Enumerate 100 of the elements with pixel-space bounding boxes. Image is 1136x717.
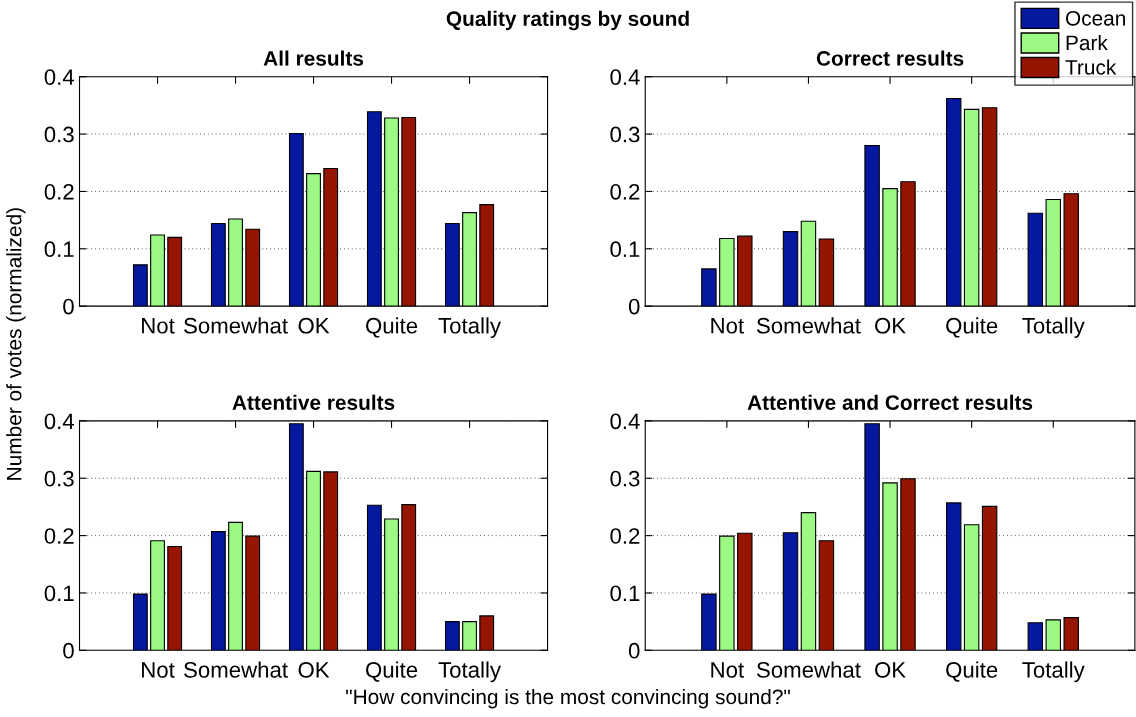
bar xyxy=(245,228,261,307)
bar xyxy=(882,188,898,307)
y-tick-label: 0.2 xyxy=(44,528,74,544)
x-tick-label: Not xyxy=(711,318,744,334)
x-axis-title: "How convincing is the most convincing sound?" xyxy=(346,688,790,709)
bar xyxy=(245,535,261,651)
y-tick-label: 0 xyxy=(63,298,74,315)
y-tick-label: 0 xyxy=(628,298,640,315)
bar xyxy=(864,144,880,307)
bar xyxy=(981,505,998,651)
bar xyxy=(782,532,799,651)
bar xyxy=(701,593,717,651)
y-tick-label: 0.1 xyxy=(610,241,640,258)
x-tick-label: Somewhat xyxy=(184,317,288,334)
bar xyxy=(963,108,980,307)
x-tick-label: Quite xyxy=(946,317,998,338)
bar xyxy=(479,615,495,651)
chart-title: Correct results xyxy=(816,50,964,66)
bar xyxy=(800,512,817,651)
bar xyxy=(228,218,243,307)
bar xyxy=(228,521,243,651)
y-axis-title: Number of votes (normalized) xyxy=(6,208,26,480)
x-tick-label: Somewhat xyxy=(756,661,861,678)
y-tick-label: 0.2 xyxy=(610,528,640,544)
y-tick-label: 0.4 xyxy=(610,69,640,85)
bar xyxy=(1063,193,1079,307)
bar xyxy=(444,621,460,651)
bar xyxy=(366,111,382,307)
bar xyxy=(401,504,417,651)
bar xyxy=(384,117,399,307)
bar xyxy=(1045,198,1061,307)
bar xyxy=(818,540,835,651)
bar xyxy=(963,524,980,651)
x-tick-label: Not xyxy=(711,662,744,678)
y-tick-label: 0.2 xyxy=(44,183,74,200)
bar xyxy=(132,593,148,651)
x-tick-label: Totally xyxy=(438,317,501,338)
y-tick-label: 0.4 xyxy=(610,413,640,430)
y-tick-label: 0.3 xyxy=(44,126,74,143)
bar xyxy=(401,116,417,307)
y-tick-label: 0 xyxy=(63,642,74,659)
x-tick-label: Totally xyxy=(1022,317,1085,338)
bar xyxy=(981,107,998,307)
bar xyxy=(366,504,382,651)
bar xyxy=(818,238,835,307)
y-tick-label: 0.3 xyxy=(610,470,640,487)
chart-title: Attentive and Correct results xyxy=(747,394,1033,410)
bar xyxy=(150,540,165,651)
legend-label: Truck xyxy=(1065,59,1117,75)
y-tick-label: 0.3 xyxy=(44,470,74,487)
y-tick-label: 0.2 xyxy=(610,183,640,200)
x-tick-label: Totally xyxy=(438,661,501,683)
y-tick-label: 0.1 xyxy=(44,585,74,602)
x-tick-label: OK xyxy=(875,662,906,678)
bar xyxy=(323,167,339,307)
bar xyxy=(737,532,753,651)
bar xyxy=(737,235,753,307)
x-tick-label: Not xyxy=(142,662,175,678)
bar xyxy=(210,531,226,651)
bar xyxy=(1027,212,1044,307)
y-tick-label: 0.4 xyxy=(44,69,75,85)
bar xyxy=(1063,617,1079,651)
chart-title: Attentive results xyxy=(232,394,395,410)
bar xyxy=(479,204,495,307)
bar xyxy=(462,621,477,651)
x-tick-label: Totally xyxy=(1022,661,1085,683)
bar xyxy=(701,268,717,307)
x-tick-label: Somewhat xyxy=(756,317,861,334)
bar xyxy=(900,181,916,307)
bar xyxy=(306,173,321,307)
bar xyxy=(900,478,916,651)
legend-label: Park xyxy=(1066,34,1108,51)
chart-title: All results xyxy=(263,50,364,66)
bar xyxy=(384,518,399,651)
bar xyxy=(306,470,321,651)
x-tick-label: Quite xyxy=(366,317,418,338)
x-tick-label: Somewhat xyxy=(184,661,288,678)
x-tick-label: OK xyxy=(875,317,906,334)
y-tick-label: 0.1 xyxy=(610,585,640,602)
text: Quality ratings by sound xyxy=(446,10,689,31)
bar xyxy=(288,132,304,307)
x-tick-label: Quite xyxy=(366,661,418,682)
x-tick-label: OK xyxy=(298,662,330,678)
bar xyxy=(444,223,460,307)
bar xyxy=(782,231,799,307)
y-tick-label: 0 xyxy=(628,642,640,659)
bar xyxy=(719,535,735,651)
bar xyxy=(210,223,226,307)
y-tick-label: 0.4 xyxy=(44,413,75,430)
y-tick-label: 0.3 xyxy=(610,126,640,143)
bar xyxy=(462,212,477,307)
y-tick-label: 0.1 xyxy=(44,241,74,258)
x-tick-label: Not xyxy=(142,318,175,334)
bar xyxy=(167,236,183,307)
bar xyxy=(132,264,148,307)
x-tick-label: OK xyxy=(298,317,330,334)
bar xyxy=(945,502,962,651)
bar xyxy=(167,545,183,651)
bar xyxy=(323,471,339,651)
bar xyxy=(800,220,817,307)
